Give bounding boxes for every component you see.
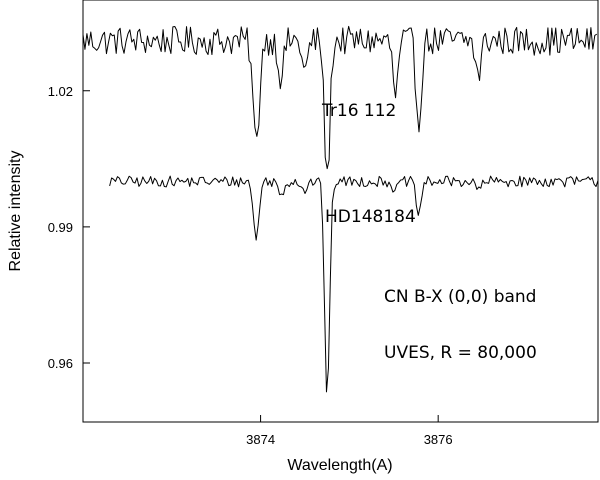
x-tick-label: 3876 [424, 432, 453, 447]
plot-frame [82, 0, 599, 423]
y-tick-label: 0.99 [48, 220, 73, 235]
annotation-tr16-112: Tr16 112 [321, 101, 396, 121]
y-tick-label: 0.96 [48, 356, 73, 371]
y-axis-ticks: 0.96 0.99 1.02 [48, 84, 90, 371]
y-tick-label: 1.02 [48, 84, 73, 99]
x-axis-label: Wavelength(A) [287, 457, 392, 474]
annotation-band: CN B-X (0,0) band [384, 287, 536, 307]
annotation-hd148184: HD148184 [325, 207, 416, 227]
annotation-resolution: UVES, R = 80,000 [384, 343, 537, 363]
y-axis-label: Relative intensity [7, 151, 24, 272]
x-tick-label: 3874 [246, 432, 275, 447]
series-layer [82, 25, 599, 393]
series-line-tr16-112 [82, 25, 598, 170]
x-axis-ticks: 3874 3876 [246, 415, 453, 447]
series-line-hd148184 [109, 175, 599, 393]
